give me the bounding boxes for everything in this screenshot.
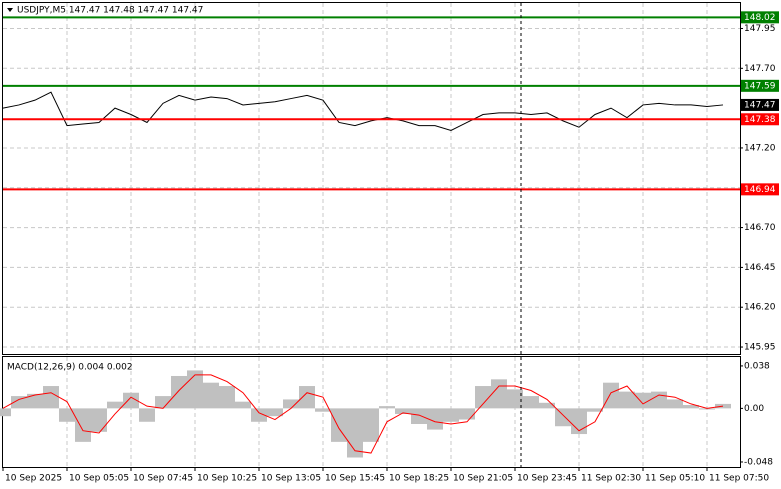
dropdown-icon: [7, 8, 13, 12]
histogram-bar: [187, 370, 203, 409]
histogram-bar: [283, 399, 299, 409]
y-tick-label: 147.95: [744, 24, 776, 34]
histogram-bar: [523, 396, 539, 409]
y-tick-label: 147.70: [744, 64, 776, 74]
x-tick-label: 10 Sep 05:05: [69, 474, 129, 484]
histogram-bar: [299, 386, 315, 409]
chart-title: USDJPY,M5 147.47 147.48 147.47 147.47: [17, 6, 203, 16]
y-tick-label: 146.20: [744, 303, 776, 313]
x-tick-label: 11 Sep 05:10: [645, 474, 705, 484]
x-tick-label: 10 Sep 21:05: [453, 474, 513, 484]
histogram-bar: [427, 408, 443, 430]
x-tick-label: 10 Sep 18:25: [389, 474, 449, 484]
histogram-bar: [123, 392, 139, 409]
y-tick-label: 146.70: [744, 223, 776, 233]
macd-title: MACD(12,26,9) 0.004 0.002: [7, 363, 133, 373]
level-label-box: [741, 79, 779, 92]
histogram-bar: [699, 408, 715, 410]
histogram-bar: [267, 408, 283, 417]
x-tick-label: 10 Sep 2025: [5, 474, 62, 484]
last-price-label: 147.47: [744, 100, 776, 110]
y-tick-label: 0.00: [744, 404, 764, 414]
y-tick-label: 147.20: [744, 143, 776, 153]
histogram-bar: [475, 386, 491, 409]
x-tick-label: 10 Sep 10:25: [197, 474, 257, 484]
level-label: 148.02: [744, 13, 776, 23]
y-tick-label: 145.95: [744, 343, 776, 353]
histogram-bar: [235, 401, 251, 409]
labels: 10 Sep 2025 10 Sep 05:05 10 Sep 07:45 10 Se…: [2, 11, 779, 484]
x-tick-label: 11 Sep 07:50: [709, 474, 769, 484]
histogram-bar: [603, 382, 619, 409]
x-tick-label: 10 Sep 13:05: [261, 474, 321, 484]
histogram-bar: [667, 399, 683, 409]
histogram-bar: [43, 386, 59, 409]
histogram-bar: [539, 402, 555, 409]
histogram-bar: [171, 375, 187, 409]
histogram-bar: [491, 379, 507, 409]
histogram-bar: [587, 408, 603, 412]
histogram-bar: [251, 408, 267, 422]
x-tick-label: 10 Sep 23:45: [517, 474, 577, 484]
histogram-bar: [619, 391, 635, 409]
histogram-bar: [395, 408, 411, 414]
y-tick-label: -0.048: [744, 457, 773, 467]
histogram-bar: [11, 396, 27, 409]
histogram-bar: [683, 405, 699, 409]
histogram-bar: [75, 408, 91, 442]
histogram-bar: [219, 386, 235, 409]
histogram-bar: [91, 408, 107, 432]
price-line: [2, 91, 724, 131]
histogram-bar: [379, 406, 395, 409]
level-label: 146.94: [744, 185, 776, 195]
histogram-bar: [459, 408, 475, 420]
level-label-box: [741, 11, 779, 24]
histogram-bar: [635, 392, 651, 409]
histogram-bar: [107, 401, 123, 409]
histogram-bar: [155, 396, 171, 409]
x-tick-label: 10 Sep 15:45: [325, 474, 385, 484]
y-tick-label: 146.45: [744, 263, 776, 273]
level-label-box: [741, 183, 779, 196]
signal-line: [2, 374, 724, 454]
histogram-bar: [0, 408, 11, 417]
marks: [0, 16, 740, 458]
level-label-box: [741, 113, 779, 126]
level-label: 147.59: [744, 81, 776, 91]
histogram-bar: [27, 393, 43, 409]
histogram-bar: [571, 408, 587, 435]
histogram-bar: [555, 408, 571, 427]
histogram-bar: [507, 389, 523, 409]
grid: [3, 3, 740, 467]
histogram-bar: [315, 408, 331, 412]
y-tick-label: 0.038: [744, 361, 770, 371]
histogram-bar: [203, 382, 219, 409]
histogram-bar: [363, 408, 379, 442]
histogram-bar: [443, 408, 459, 422]
x-tick-label: 10 Sep 07:45: [133, 474, 193, 484]
histogram-bar: [651, 391, 667, 409]
price-frame: [2, 2, 741, 355]
x-tick-label: 11 Sep 02:30: [581, 474, 641, 484]
histogram-bar: [139, 408, 155, 422]
histogram-bar: [59, 408, 75, 422]
histogram-bar: [411, 408, 427, 425]
last-price-box: [741, 98, 779, 111]
level-label: 147.38: [744, 115, 776, 125]
